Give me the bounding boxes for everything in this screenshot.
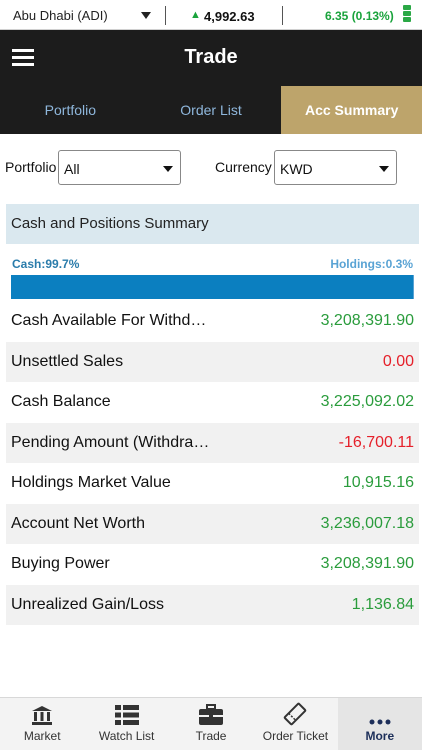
tab-acc-summary[interactable]: Acc Summary: [281, 86, 422, 134]
more-dots-icon: [338, 698, 422, 728]
divider: [165, 6, 166, 25]
summary-row: Unsettled Sales 0.00: [6, 341, 419, 382]
cash-allocation-fill: [11, 275, 413, 299]
allocation-bar: [11, 275, 414, 299]
nav-more[interactable]: More: [337, 698, 422, 750]
currency-label: Currency: [215, 159, 272, 175]
nav-watch-list[interactable]: Watch List: [84, 698, 168, 750]
summary-row-label: Unrealized Gain/Loss: [11, 595, 164, 613]
page-title: Trade: [184, 46, 238, 68]
divider: [282, 6, 283, 25]
nav-label: Trade: [195, 729, 227, 743]
summary-row-label: Holdings Market Value: [11, 474, 171, 491]
bottom-navigation: Market Watch List Trade Order Ticket More: [0, 697, 422, 750]
summary-rows: Cash Available For Withd… 3,208,391.90 Uns…: [6, 301, 419, 625]
portfolio-select-value: All: [64, 161, 80, 177]
nav-trade[interactable]: Trade: [169, 698, 253, 750]
cash-positions-summary: Cash and Positions Summary Cash:99.7% Ho…: [6, 204, 419, 625]
summary-row-label: Cash Available For Withd…: [11, 312, 207, 329]
tab-bar: Portfolio Order List Acc Summary: [0, 86, 422, 134]
summary-row: Buying Power 3,208,391.90: [6, 544, 419, 585]
app-header: Trade: [0, 30, 422, 86]
section-title: Cash and Positions Summary: [6, 204, 419, 244]
briefcase-icon: [169, 698, 253, 728]
dropdown-arrow-icon: [163, 166, 173, 172]
hamburger-menu-icon[interactable]: [12, 49, 34, 70]
summary-row-value: 0.00: [382, 352, 414, 370]
allocation-ratio: Cash:99.7% Holdings:0.3%: [6, 244, 419, 272]
summary-row-value: -16,700.11: [338, 433, 414, 451]
summary-row-value: 3,236,007.18: [320, 514, 414, 532]
summary-row-value: 1,136.84: [351, 595, 414, 613]
currency-select-value: KWD: [280, 161, 313, 177]
index-value: 4,992.63: [204, 9, 255, 24]
bank-icon: [0, 698, 84, 728]
portfolio-label: Portfolio: [5, 159, 57, 175]
summary-row: Cash Balance 3,225,092.02: [6, 382, 419, 423]
tab-portfolio[interactable]: Portfolio: [44, 102, 97, 118]
dropdown-arrow-icon: [379, 166, 389, 172]
summary-row-value: 10,915.16: [342, 474, 414, 491]
summary-row-label: Account Net Worth: [11, 514, 145, 532]
currency-select[interactable]: KWD: [274, 150, 397, 185]
nav-label: Watch List: [98, 729, 155, 743]
nav-label: More: [365, 729, 395, 743]
summary-row-label: Buying Power: [11, 555, 110, 572]
summary-row-label: Unsettled Sales: [11, 352, 124, 370]
summary-row: Pending Amount (Withdra… -16,700.11: [6, 422, 419, 463]
holdings-ratio: Holdings:0.3%: [330, 257, 413, 271]
market-status-icon: [403, 5, 411, 23]
market-selector-label[interactable]: Abu Dhabi (ADI): [13, 8, 108, 23]
summary-row: Holdings Market Value 10,915.16: [6, 463, 419, 504]
summary-row-value: 3,225,092.02: [320, 393, 414, 410]
summary-row: Account Net Worth 3,236,007.18: [6, 503, 419, 544]
summary-row-label: Cash Balance: [11, 393, 111, 410]
nav-label: Market: [23, 729, 61, 743]
caret-down-icon[interactable]: [141, 12, 151, 19]
up-arrow-icon: ▲: [190, 9, 201, 21]
nav-order-ticket[interactable]: Order Ticket: [253, 698, 337, 750]
tab-order-list[interactable]: Order List: [180, 102, 242, 118]
list-icon: [84, 698, 168, 728]
ticket-icon: [253, 698, 337, 728]
summary-row-label: Pending Amount (Withdra…: [11, 433, 210, 451]
nav-market[interactable]: Market: [0, 698, 84, 750]
summary-row: Unrealized Gain/Loss 1,136.84: [6, 584, 419, 625]
cash-ratio: Cash:99.7%: [12, 257, 80, 271]
portfolio-select[interactable]: All: [58, 150, 181, 185]
summary-row-value: 3,208,391.90: [320, 312, 414, 329]
summary-row: Cash Available For Withd… 3,208,391.90: [6, 301, 419, 342]
index-change: 6.35 (0.13%): [325, 9, 394, 23]
summary-row-value: 3,208,391.90: [320, 555, 414, 572]
market-ticker-bar: Abu Dhabi (ADI) ▲ 4,992.63 6.35 (0.13%): [0, 0, 422, 30]
filter-bar: Portfolio All Currency KWD: [0, 134, 422, 198]
nav-label: Order Ticket: [262, 729, 329, 743]
